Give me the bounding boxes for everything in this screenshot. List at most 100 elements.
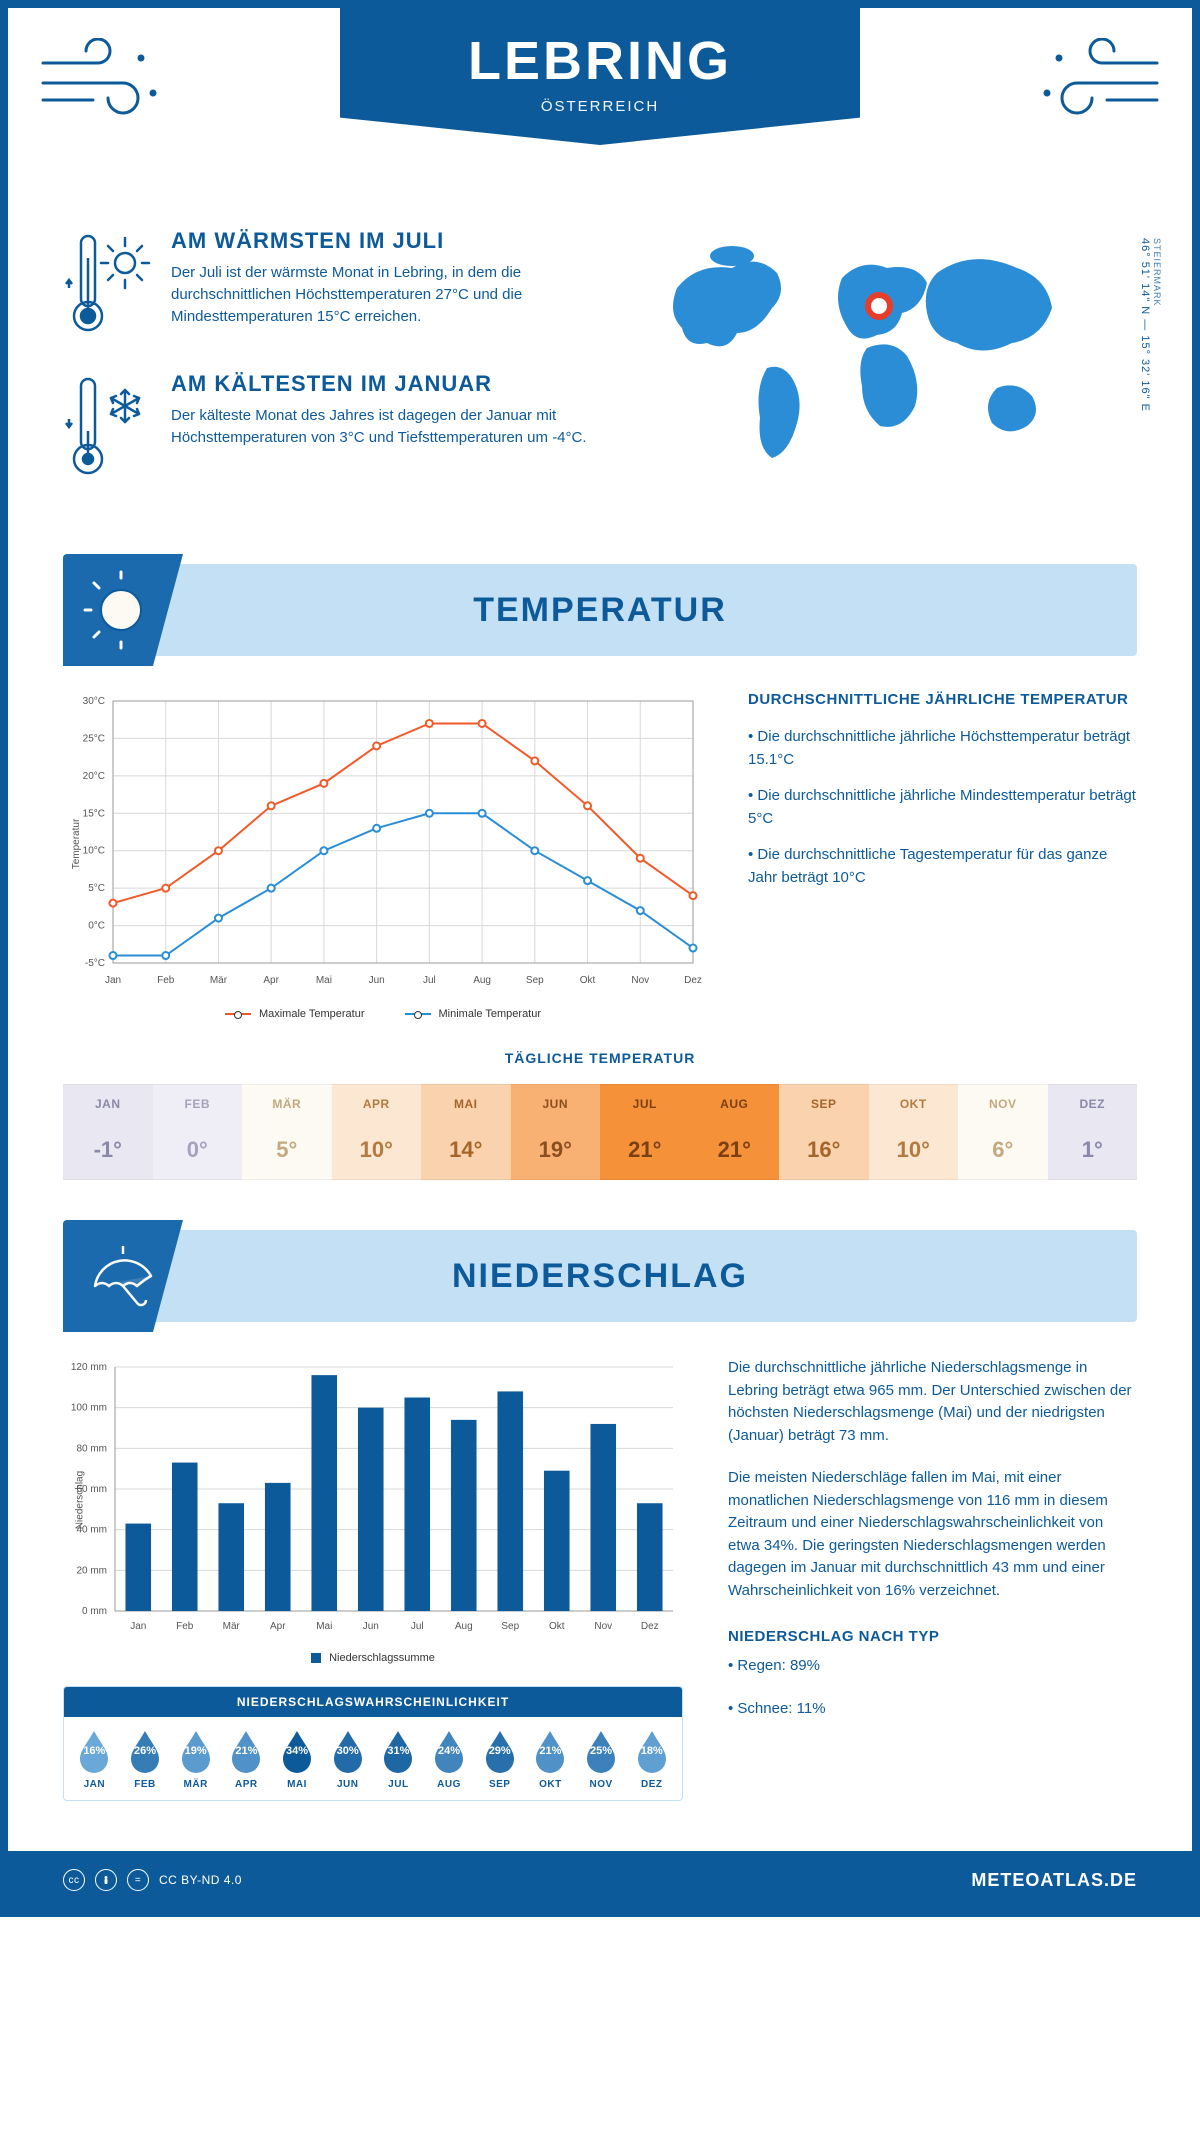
temp-cell: MÄR5° — [242, 1084, 332, 1180]
drop-icon: 29% — [482, 1729, 518, 1773]
temperature-area: Temperatur -5°C0°C5°C10°C15°C20°C25°C30°… — [8, 656, 1192, 1040]
temp-fact-line: • Die durchschnittliche jährliche Höchst… — [748, 726, 1137, 771]
section-bar-temperatur: TEMPERATUR — [63, 564, 1137, 656]
wind-icon — [38, 38, 168, 133]
svg-text:Nov: Nov — [631, 975, 649, 986]
precipitation-bar-chart: Niederschlag 0 mm20 mm40 mm60 mm80 mm100… — [63, 1357, 683, 1642]
svg-text:0 mm: 0 mm — [82, 1606, 107, 1617]
drop-icon: 19% — [178, 1729, 214, 1773]
svg-text:Nov: Nov — [594, 1621, 612, 1632]
svg-text:25°C: 25°C — [83, 733, 105, 744]
cc-icon: cc — [63, 1869, 85, 1891]
thermometer-sun-icon — [63, 228, 153, 343]
wind-icon — [1032, 38, 1162, 133]
country-subtitle: ÖSTERREICH — [340, 98, 860, 115]
section-bar-niederschlag: NIEDERSCHLAG — [63, 1230, 1137, 1322]
precipitation-text: Die durchschnittliche jährliche Niedersc… — [728, 1357, 1137, 1801]
overview: AM WÄRMSTEN IM JULI Der Juli ist der wär… — [8, 208, 1192, 554]
prob-cell: 21%APR — [222, 1729, 271, 1790]
footer: cc = CC BY-ND 4.0 METEOATLAS.DE — [8, 1851, 1192, 1909]
svg-text:20 mm: 20 mm — [76, 1565, 107, 1576]
temp-cell: OKT10° — [869, 1084, 959, 1180]
svg-text:Jan: Jan — [130, 1621, 146, 1632]
by-icon — [95, 1869, 117, 1891]
nd-icon: = — [127, 1869, 149, 1891]
prob-cell: 16%JAN — [70, 1729, 119, 1790]
cold-text: Der kälteste Monat des Jahres ist dagege… — [171, 405, 591, 449]
svg-text:Aug: Aug — [473, 975, 491, 986]
svg-text:Mai: Mai — [316, 975, 332, 986]
city-title: LEBRING — [340, 30, 860, 92]
bar-chart-legend: Niederschlagssumme — [63, 1652, 683, 1664]
temp-cell: MAI14° — [421, 1084, 511, 1180]
daily-temp-table: JAN-1°FEB0°MÄR5°APR10°MAI14°JUN19°JUL21°… — [63, 1084, 1137, 1180]
svg-text:Apr: Apr — [263, 975, 279, 986]
svg-text:20°C: 20°C — [83, 771, 105, 782]
svg-text:Jun: Jun — [369, 975, 385, 986]
svg-text:Okt: Okt — [549, 1621, 565, 1632]
temp-cell: SEP16° — [779, 1084, 869, 1180]
overview-text: AM WÄRMSTEN IM JULI Der Juli ist der wär… — [63, 228, 607, 514]
temp-cell: FEB0° — [153, 1084, 243, 1180]
temp-cell: JAN-1° — [63, 1084, 153, 1180]
svg-text:5°C: 5°C — [88, 883, 105, 894]
svg-text:Mai: Mai — [316, 1621, 332, 1632]
drop-icon: 31% — [380, 1729, 416, 1773]
temperature-facts: DURCHSCHNITTLICHE JÄHRLICHE TEMPERATUR •… — [748, 691, 1137, 1020]
cold-block: AM KÄLTESTEN IM JANUAR Der kälteste Mona… — [63, 371, 607, 486]
thermometer-snow-icon — [63, 371, 153, 486]
prob-cell: 18%DEZ — [627, 1729, 676, 1790]
temp-cell: JUN19° — [511, 1084, 601, 1180]
brand: METEOATLAS.DE — [971, 1870, 1137, 1891]
drop-icon: 24% — [431, 1729, 467, 1773]
svg-text:Apr: Apr — [270, 1621, 286, 1632]
drop-icon: 25% — [583, 1729, 619, 1773]
warm-text: Der Juli ist der wärmste Monat in Lebrin… — [171, 262, 591, 327]
bar-chart-svg: 0 mm20 mm40 mm60 mm80 mm100 mm120 mmJanF… — [63, 1357, 683, 1637]
cold-heading: AM KÄLTESTEN IM JANUAR — [171, 371, 591, 397]
prob-cell: 21%OKT — [526, 1729, 575, 1790]
drop-icon: 30% — [330, 1729, 366, 1773]
prob-cell: 25%NOV — [577, 1729, 626, 1790]
world-map-box: STEIERMARK 46° 51' 14" N — 15° 32' 16" E — [657, 228, 1137, 514]
temp-cell: APR10° — [332, 1084, 422, 1180]
line-chart-svg: -5°C0°C5°C10°C15°C20°C25°C30°CJanFebMärA… — [63, 691, 703, 991]
svg-text:Jul: Jul — [423, 975, 436, 986]
svg-text:Mär: Mär — [210, 975, 228, 986]
svg-text:Dez: Dez — [684, 975, 702, 986]
temp-cell: NOV6° — [958, 1084, 1048, 1180]
section-title: TEMPERATUR — [473, 591, 727, 630]
temp-fact-line: • Die durchschnittliche Tagestemperatur … — [748, 844, 1137, 889]
page: LEBRING ÖSTERREICH — [0, 0, 1200, 1917]
svg-text:Jul: Jul — [411, 1621, 424, 1632]
temp-cell: DEZ1° — [1048, 1084, 1138, 1180]
precipitation-area: Niederschlag 0 mm20 mm40 mm60 mm80 mm100… — [8, 1322, 1192, 1831]
precipitation-probability: NIEDERSCHLAGSWAHRSCHEINLICHKEIT 16%JAN26… — [63, 1686, 683, 1801]
svg-text:Sep: Sep — [526, 975, 544, 986]
drop-icon: 18% — [634, 1729, 670, 1773]
prob-cell: 34%MAI — [273, 1729, 322, 1790]
svg-text:10°C: 10°C — [83, 846, 105, 857]
coordinates: STEIERMARK 46° 51' 14" N — 15° 32' 16" E — [1139, 238, 1163, 412]
header: LEBRING ÖSTERREICH — [8, 8, 1192, 208]
prob-cell: 30%JUN — [323, 1729, 372, 1790]
svg-text:Jun: Jun — [363, 1621, 379, 1632]
sun-icon — [63, 554, 183, 666]
precip-type-line: • Schnee: 11% — [728, 1698, 1137, 1721]
drop-icon: 21% — [228, 1729, 264, 1773]
drop-icon: 21% — [532, 1729, 568, 1773]
temp-fact-line: • Die durchschnittliche jährliche Mindes… — [748, 785, 1137, 830]
prob-cell: 29%SEP — [475, 1729, 524, 1790]
temperature-line-chart: Temperatur -5°C0°C5°C10°C15°C20°C25°C30°… — [63, 691, 703, 1020]
svg-text:-5°C: -5°C — [85, 958, 105, 969]
svg-text:80 mm: 80 mm — [76, 1443, 107, 1454]
title-banner: LEBRING ÖSTERREICH — [340, 8, 860, 145]
svg-text:100 mm: 100 mm — [71, 1403, 107, 1414]
svg-text:Aug: Aug — [455, 1621, 473, 1632]
svg-text:Feb: Feb — [157, 975, 175, 986]
drop-icon: 16% — [76, 1729, 112, 1773]
svg-text:Feb: Feb — [176, 1621, 194, 1632]
prob-cell: 24%AUG — [425, 1729, 474, 1790]
svg-text:Jan: Jan — [105, 975, 121, 986]
line-chart-legend: Maximale Temperatur Minimale Temperatur — [63, 1008, 703, 1020]
